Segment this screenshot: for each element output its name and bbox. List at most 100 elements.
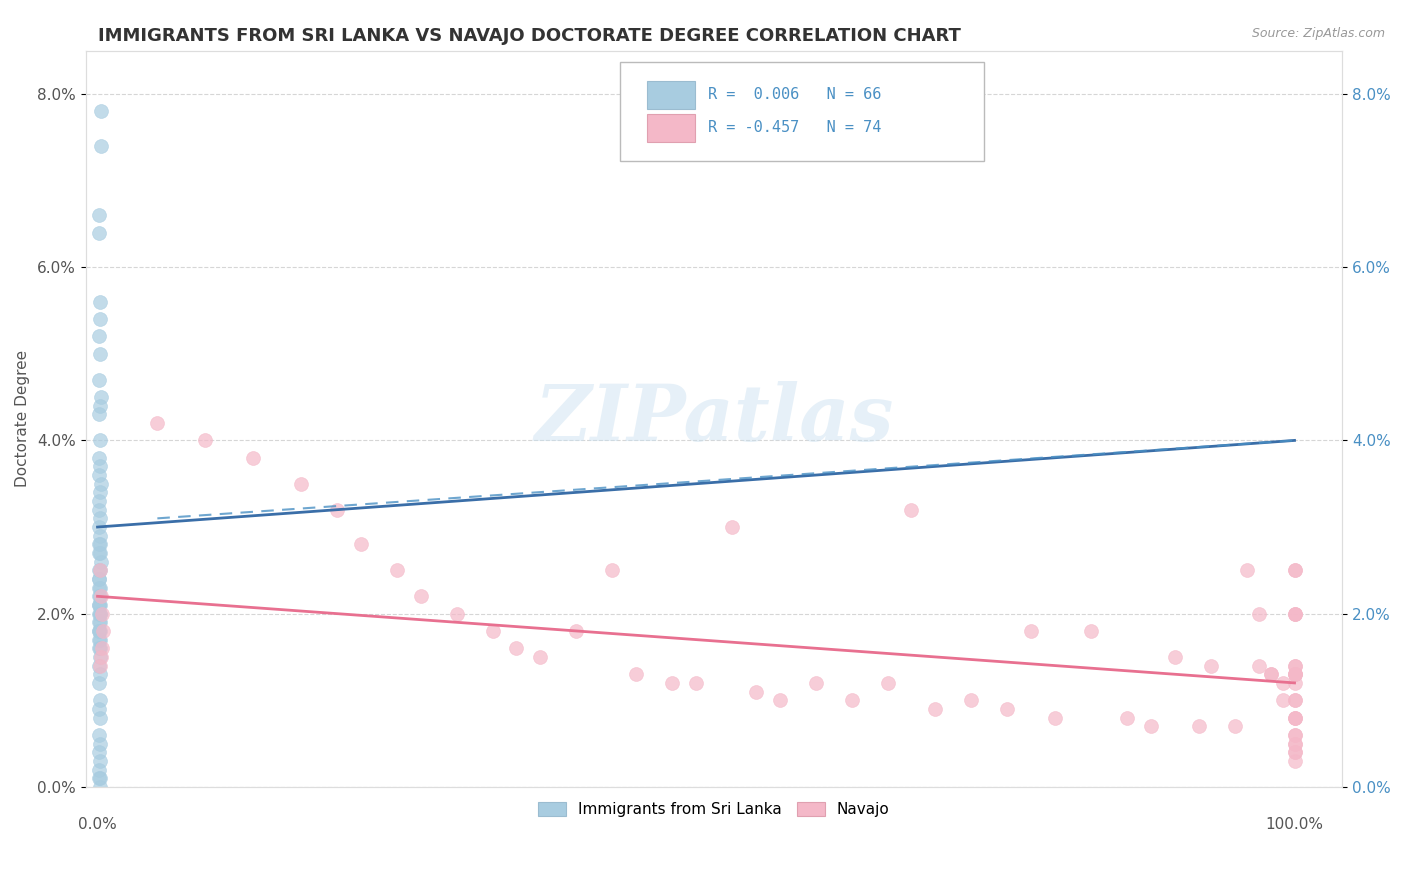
Point (90, 139, 112, 153)
Point (89, 658, 111, 673)
Point (745, 684, 768, 698)
Point (89, 546, 111, 560)
Point (90, 555, 112, 569)
Point (89, 754, 111, 768)
Point (769, 693, 792, 707)
Point (89, 590, 111, 604)
Point (1284, 563, 1306, 577)
Point (1284, 693, 1306, 707)
Point (995, 702, 1018, 716)
Point (87, 208, 110, 222)
Point (87, 408, 110, 422)
Point (960, 693, 983, 707)
Point (89, 312, 111, 326)
Point (1284, 607, 1306, 621)
FancyBboxPatch shape (647, 114, 695, 142)
Point (1164, 649, 1187, 664)
Point (87, 728, 110, 742)
Point (1271, 693, 1294, 707)
Point (1260, 667, 1282, 681)
Point (1284, 745, 1306, 759)
Point (1284, 676, 1306, 690)
Point (90, 590, 112, 604)
Point (1284, 667, 1306, 681)
Point (89, 434, 111, 448)
Point (87, 763, 110, 777)
Point (90, 649, 112, 664)
Point (1284, 728, 1306, 742)
Point (1284, 737, 1306, 751)
Point (87, 572, 110, 586)
Point (1188, 719, 1211, 733)
Point (242, 450, 264, 465)
Point (87, 494, 110, 508)
Point (89, 511, 111, 525)
Point (87, 581, 110, 595)
Point (624, 667, 647, 681)
Point (89, 399, 111, 413)
Point (89, 563, 111, 577)
Point (87, 745, 110, 759)
Point (87, 615, 110, 630)
Text: 100.0%: 100.0% (1265, 817, 1323, 832)
Text: IMMIGRANTS FROM SRI LANKA VS NAVAJO DOCTORATE DEGREE CORRELATION CHART: IMMIGRANTS FROM SRI LANKA VS NAVAJO DOCT… (98, 27, 962, 45)
Point (1284, 563, 1306, 577)
Point (89, 529, 111, 543)
Point (91, 641, 114, 656)
Point (1116, 710, 1139, 724)
Point (89, 485, 111, 500)
Point (385, 563, 408, 577)
Point (1236, 563, 1258, 577)
Point (409, 590, 432, 604)
Point (87, 373, 110, 387)
Point (89, 737, 111, 751)
Point (1271, 676, 1294, 690)
Point (804, 676, 827, 690)
Point (146, 416, 169, 430)
Point (1284, 658, 1306, 673)
Text: R = -0.457   N = 74: R = -0.457 N = 74 (707, 120, 882, 136)
FancyBboxPatch shape (647, 81, 695, 109)
Point (1080, 624, 1102, 638)
Point (1284, 754, 1306, 768)
Y-axis label: Doctorate Degree: Doctorate Degree (15, 351, 30, 487)
Point (89, 771, 111, 785)
Text: ZIPatlas: ZIPatlas (534, 381, 894, 457)
Point (87, 771, 110, 785)
Point (87, 598, 110, 612)
Point (1284, 658, 1306, 673)
Point (721, 520, 744, 534)
Point (87, 520, 110, 534)
Point (1284, 710, 1306, 724)
FancyBboxPatch shape (620, 62, 984, 161)
Point (89, 624, 111, 638)
Point (87, 537, 110, 551)
Point (841, 693, 863, 707)
Point (290, 476, 312, 491)
Point (1140, 719, 1163, 733)
Point (89, 632, 111, 647)
Point (600, 563, 623, 577)
Point (89, 598, 111, 612)
Point (685, 676, 707, 690)
Point (87, 546, 110, 560)
Point (1284, 745, 1306, 759)
Point (1043, 710, 1066, 724)
Point (87, 590, 110, 604)
Point (87, 502, 110, 516)
Text: R =  0.006   N = 66: R = 0.006 N = 66 (707, 87, 882, 103)
Point (89, 710, 111, 724)
Point (87, 632, 110, 647)
Point (87, 563, 110, 577)
Point (924, 702, 946, 716)
Point (1284, 667, 1306, 681)
Point (1223, 719, 1246, 733)
Point (87, 572, 110, 586)
Legend: Immigrants from Sri Lanka, Navajo: Immigrants from Sri Lanka, Navajo (533, 796, 896, 823)
Point (89, 607, 111, 621)
Point (1247, 607, 1270, 621)
Point (90, 104, 112, 119)
Point (1019, 624, 1042, 638)
Point (87, 641, 110, 656)
Point (1247, 658, 1270, 673)
